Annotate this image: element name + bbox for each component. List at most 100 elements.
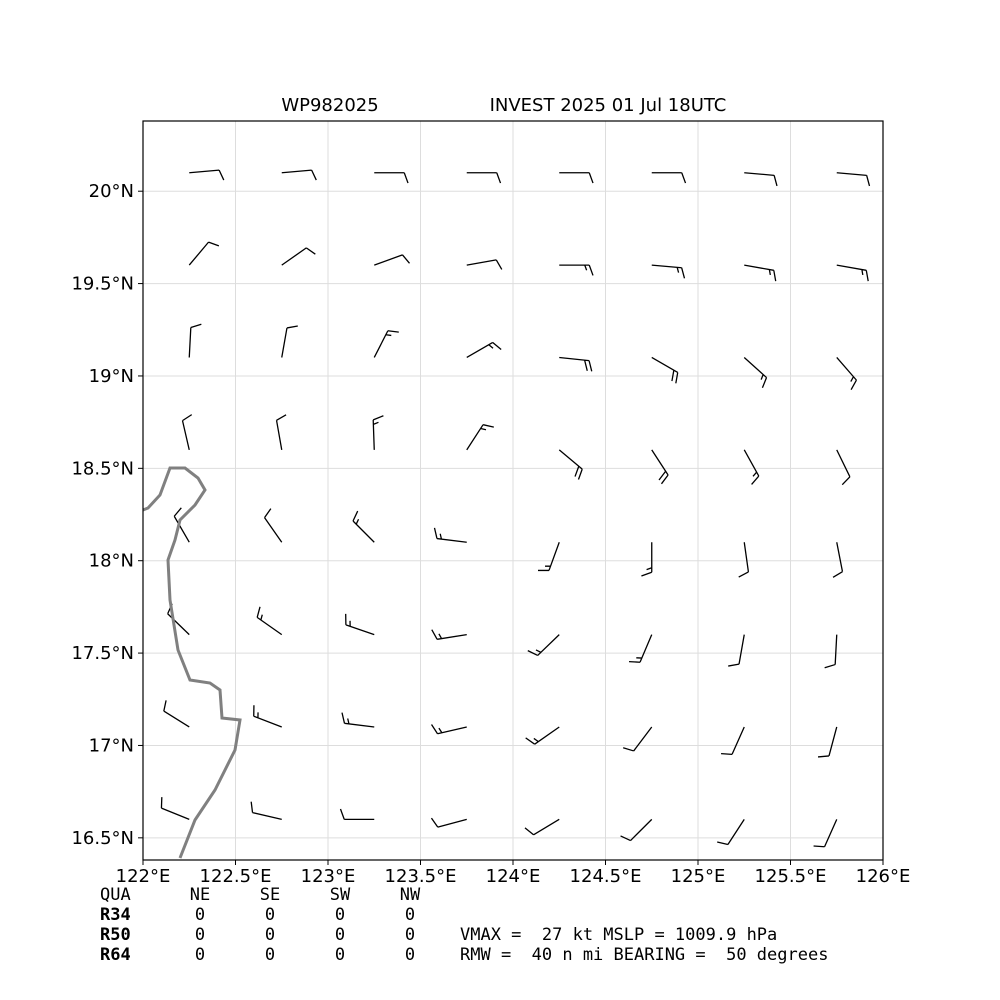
wind-barb xyxy=(264,508,283,543)
wind-barb xyxy=(824,634,838,669)
x-tick-label: 124.5°E xyxy=(570,866,642,887)
table-cell: 0 xyxy=(405,925,415,945)
wind-barb xyxy=(651,356,679,384)
table-cell: 0 xyxy=(265,905,275,925)
wind-barb xyxy=(559,356,593,372)
table-cell: 0 xyxy=(335,925,345,945)
wind-barb xyxy=(559,172,594,184)
wind-barb xyxy=(173,507,190,543)
table-header: SE xyxy=(260,885,280,905)
wind-barb xyxy=(620,818,653,842)
wind-barb xyxy=(374,172,409,184)
wind-barb xyxy=(728,634,745,667)
wind-barb xyxy=(641,542,653,577)
table-cell: 0 xyxy=(265,925,275,945)
wind-barb xyxy=(341,712,375,728)
wind-barb xyxy=(181,414,193,451)
wind-barb xyxy=(466,172,502,184)
wind-barb xyxy=(629,634,653,663)
wind-barb xyxy=(163,700,190,728)
wind-barb xyxy=(275,414,287,450)
plot-area xyxy=(142,121,884,860)
wind-barb xyxy=(813,819,838,848)
coastline xyxy=(142,466,242,859)
table-cell: 0 xyxy=(405,905,415,925)
wind-barb xyxy=(717,819,745,846)
table-header: NE xyxy=(190,885,210,905)
wind-barb xyxy=(537,542,560,572)
wind-barb xyxy=(651,264,686,279)
wind-barb xyxy=(558,449,583,480)
wind-barb xyxy=(525,726,560,745)
wind-barb xyxy=(817,726,838,758)
wind-barb xyxy=(430,817,467,828)
table-cell: 0 xyxy=(405,945,415,965)
y-tick-label: 19.5°N xyxy=(71,274,134,295)
wind-barb xyxy=(744,172,778,187)
wind-barb xyxy=(281,325,298,358)
table-header: QUA xyxy=(100,885,131,905)
wind-barb xyxy=(433,527,467,543)
wind-barb xyxy=(527,634,560,657)
wind-barb xyxy=(352,510,375,543)
wind-barb xyxy=(373,330,399,358)
y-tick-label: 18°N xyxy=(89,551,134,572)
y-tick-label: 17°N xyxy=(89,735,134,756)
wind-barb xyxy=(339,808,375,821)
wind-barb xyxy=(253,705,282,728)
wind-barb xyxy=(160,797,190,820)
wind-barb xyxy=(281,169,317,181)
x-tick-label: 125°E xyxy=(671,866,726,887)
wind-barb xyxy=(372,415,384,450)
x-tick-label: 123.5°E xyxy=(385,866,457,887)
wind-barb xyxy=(524,818,560,836)
x-tick-label: 122.5°E xyxy=(200,866,272,887)
x-tick-label: 124°E xyxy=(486,866,541,887)
wind-barb xyxy=(466,424,494,451)
table-header: NW xyxy=(400,885,421,905)
wind-barb xyxy=(832,542,844,578)
wind-barb xyxy=(466,341,502,359)
y-tick-label: 16.5°N xyxy=(71,828,134,849)
wind-barb xyxy=(189,169,225,181)
wind-barb xyxy=(836,357,858,391)
table-cell: 0 xyxy=(265,945,275,965)
row-label: R64 xyxy=(100,945,131,965)
table-header: SW xyxy=(330,885,351,905)
wind-barb xyxy=(559,264,594,276)
wind-barb xyxy=(744,264,777,282)
wind-barb xyxy=(651,172,687,184)
table-cell: 0 xyxy=(195,925,205,945)
wind-barb xyxy=(188,241,220,266)
wind-barb xyxy=(256,606,283,636)
row-label: R50 xyxy=(100,925,131,945)
wind-barb xyxy=(836,172,871,187)
chart-title: INVEST 2025 01 Jul 18UTC xyxy=(490,95,727,116)
table-cell: 0 xyxy=(335,945,345,965)
storm-id: WP982025 xyxy=(281,95,378,116)
y-tick-label: 17.5°N xyxy=(71,643,134,664)
x-tick-label: 123°E xyxy=(301,866,356,887)
table-cell: 0 xyxy=(335,905,345,925)
wind-barb xyxy=(250,801,282,820)
wind-barb xyxy=(743,356,768,388)
wind-barb xyxy=(836,449,851,486)
wind-barb xyxy=(622,726,653,752)
row-label: R34 xyxy=(100,905,131,925)
summary-line: VMAX = 27 kt MSLP = 1009.9 hPa xyxy=(460,925,777,945)
wind-barb xyxy=(374,254,411,266)
summary-line: RMW = 40 n mi BEARING = 50 degrees xyxy=(460,945,828,965)
wind-barb xyxy=(281,247,316,266)
wind-barb xyxy=(466,259,503,270)
x-tick-label: 122°E xyxy=(116,866,171,887)
y-tick-label: 20°N xyxy=(89,181,134,202)
y-tick-label: 18.5°N xyxy=(71,458,134,479)
wind-barb xyxy=(651,449,669,485)
wind-barb xyxy=(431,629,467,640)
y-tick-label: 19°N xyxy=(89,366,134,387)
wind-barb xyxy=(721,726,745,756)
table-cell: 0 xyxy=(195,945,205,965)
